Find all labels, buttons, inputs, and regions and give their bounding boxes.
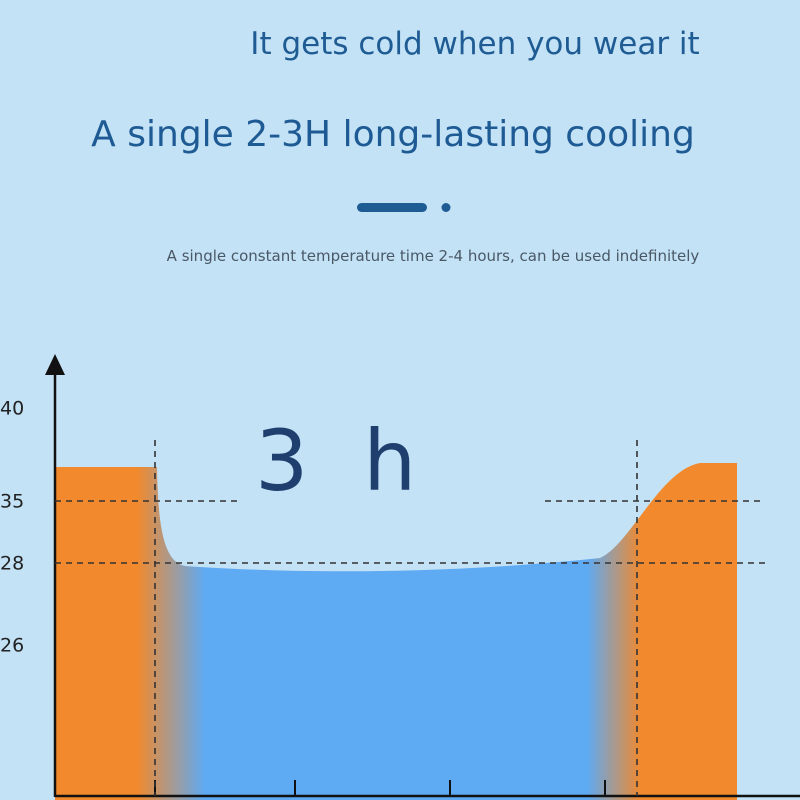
duration-label: 3 h — [255, 412, 430, 510]
indicator-bar — [357, 203, 427, 212]
y-label: 26 — [0, 635, 24, 657]
y-label: 40 — [0, 398, 24, 420]
y-label: 35 — [0, 491, 24, 513]
caption: A single constant temperature time 2-4 h… — [167, 247, 700, 265]
y-axis-arrow — [45, 354, 65, 375]
headline: A single 2-3H long-lasting cooling — [91, 114, 695, 155]
y-label: 28 — [0, 553, 24, 575]
indicator-dot — [441, 203, 451, 212]
title: It gets cold when you wear it — [250, 26, 699, 62]
temperature-area — [55, 463, 737, 800]
